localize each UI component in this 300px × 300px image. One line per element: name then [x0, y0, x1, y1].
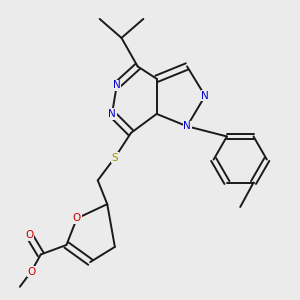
Text: S: S	[112, 153, 118, 163]
Text: N: N	[183, 121, 191, 131]
Text: O: O	[27, 267, 35, 277]
Text: N: N	[113, 80, 121, 90]
Text: O: O	[25, 230, 34, 241]
Text: O: O	[73, 213, 81, 224]
Text: N: N	[201, 91, 209, 101]
Text: N: N	[108, 109, 116, 119]
